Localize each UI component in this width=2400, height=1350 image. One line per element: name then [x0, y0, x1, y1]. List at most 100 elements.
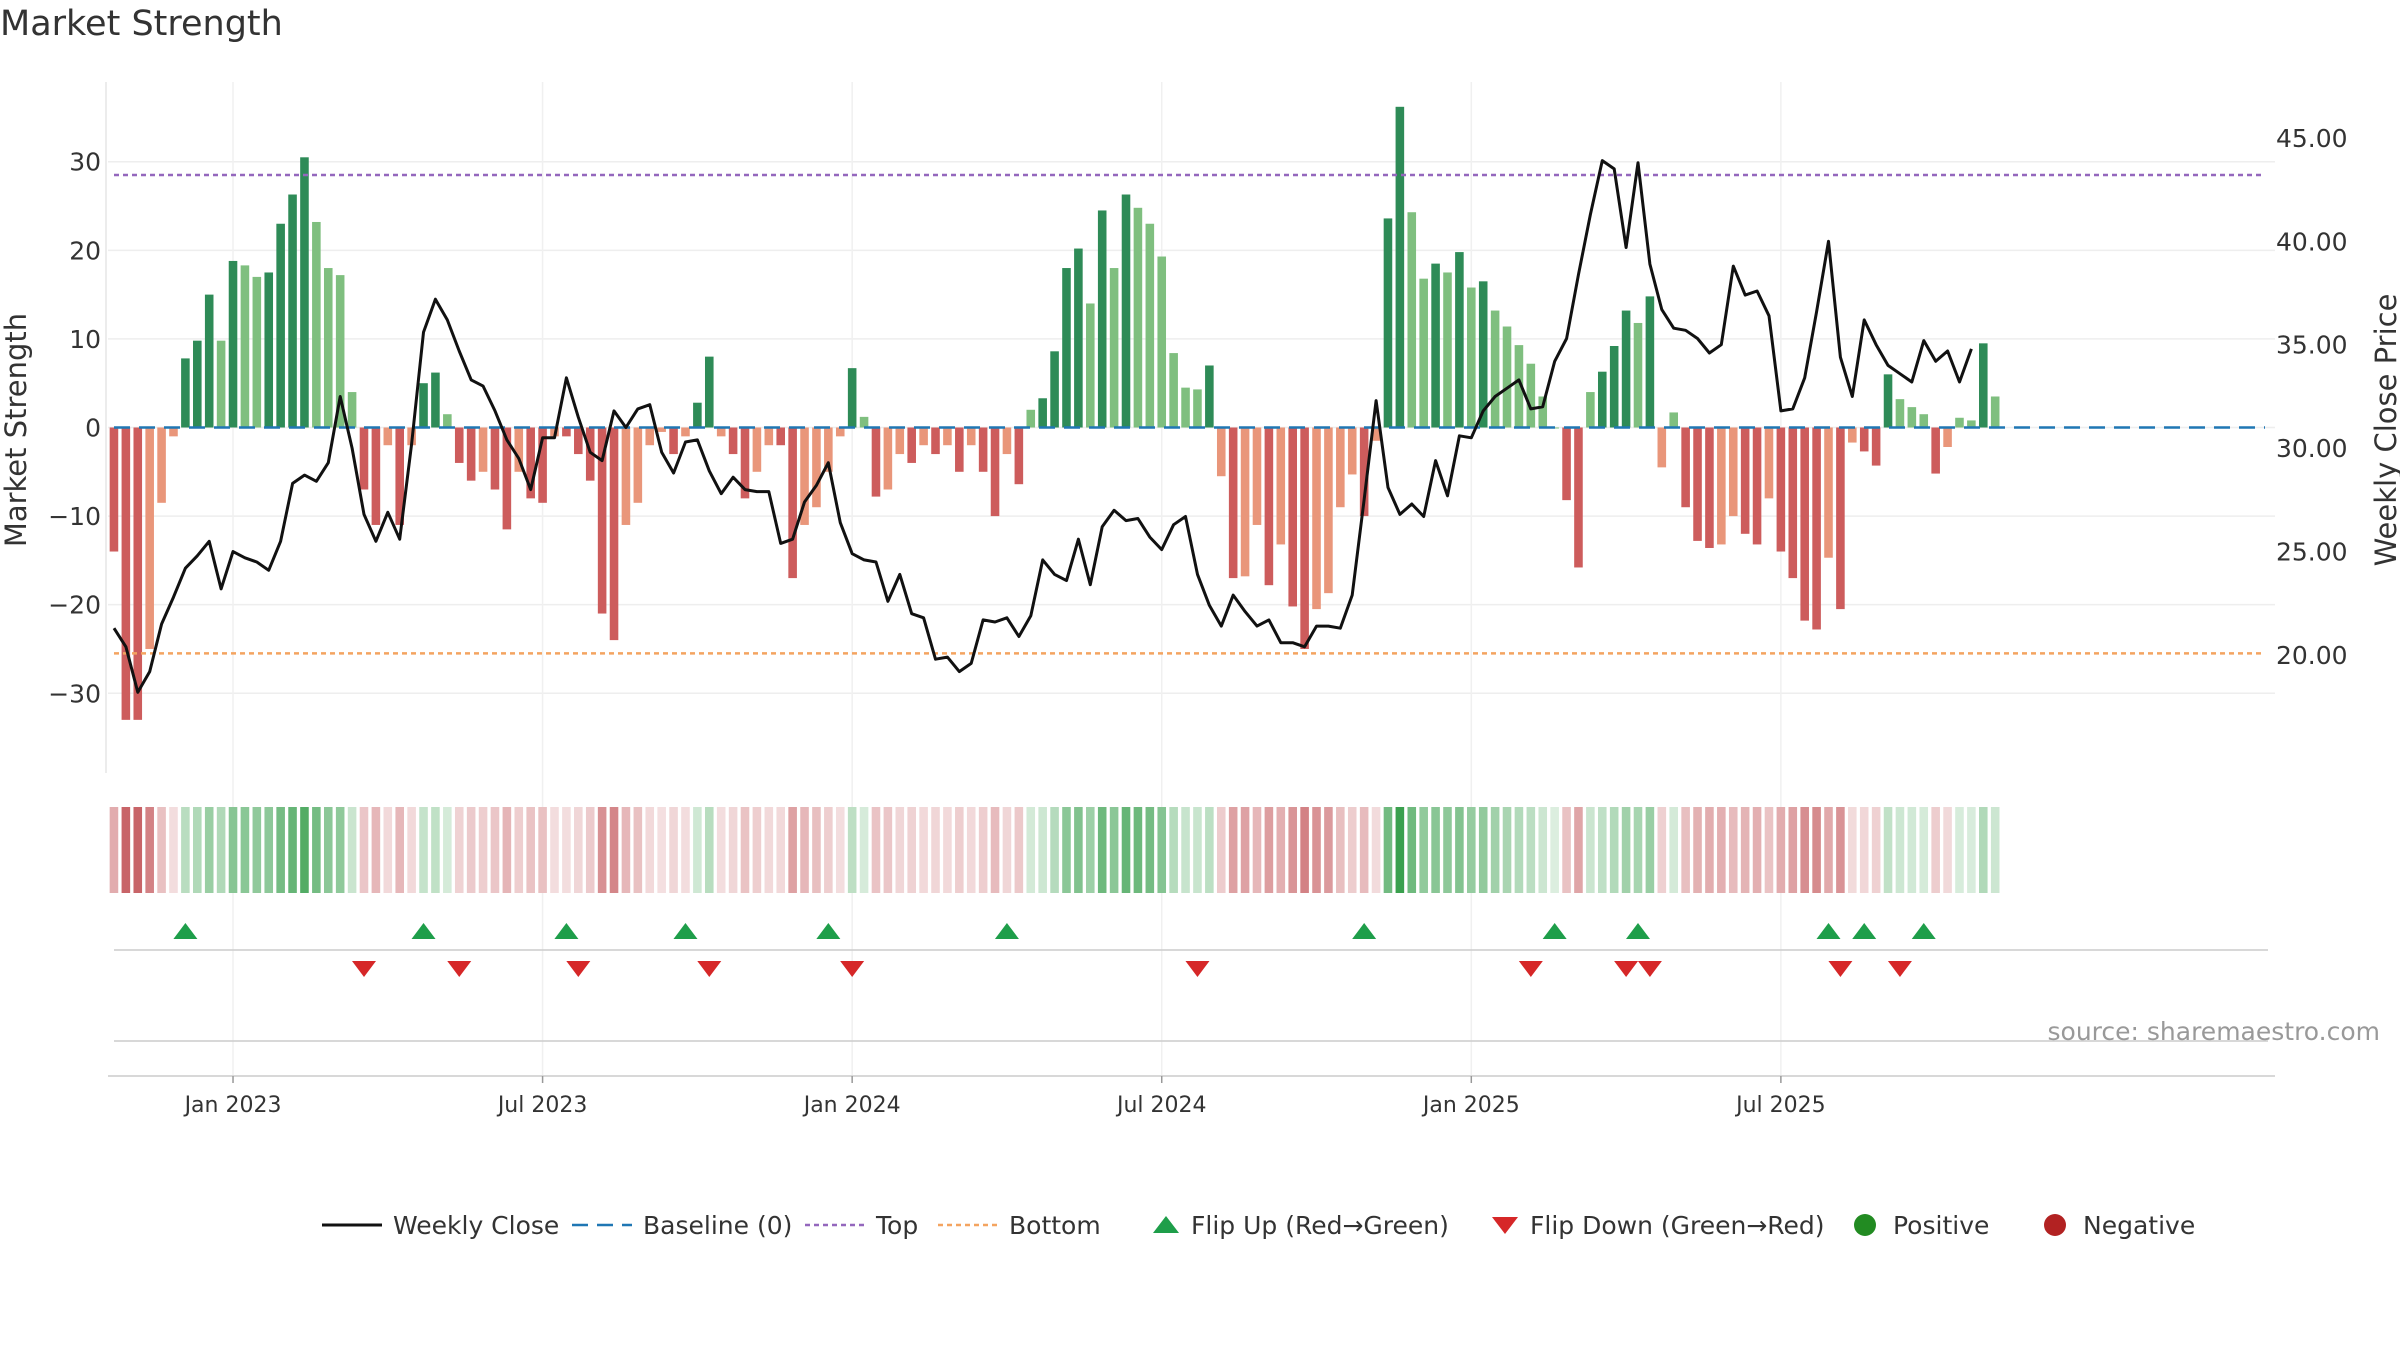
strength-bar: [1419, 278, 1428, 428]
heat-cell: [1276, 807, 1286, 893]
strength-bar: [693, 402, 702, 428]
strength-bar: [538, 427, 547, 503]
strength-bar: [1740, 427, 1750, 534]
heat-cell: [383, 807, 393, 893]
heat-cell: [1205, 807, 1214, 893]
heat-cell: [121, 807, 131, 893]
strength-bar: [514, 427, 524, 472]
strength-bar: [764, 427, 774, 446]
legend-item-baseline: Baseline (0): [572, 1211, 792, 1240]
flip-up-marker: [1352, 923, 1377, 939]
strength-bar: [359, 427, 369, 490]
strength-tick-label: −10: [48, 502, 101, 531]
strength-bar: [1907, 407, 1917, 428]
strength-tick-label: 20: [69, 236, 101, 265]
heat-cell: [1669, 807, 1679, 893]
flip-down-marker: [1637, 961, 1662, 977]
strength-bar: [1669, 412, 1679, 428]
strength-bar: [1467, 287, 1476, 428]
flip-up-marker: [816, 923, 841, 939]
flip-up-marker: [1852, 923, 1877, 939]
strength-bar: [1443, 272, 1452, 428]
strength-bar: [1300, 427, 1309, 649]
strength-bar: [621, 427, 631, 525]
main-grid: [108, 82, 2275, 1075]
heat-cell: [1728, 807, 1738, 893]
heat-cell: [1193, 807, 1202, 893]
strength-bar: [383, 427, 393, 446]
flip-down-marker: [351, 961, 376, 977]
heat-cell: [990, 807, 1000, 893]
strength-bar: [133, 427, 143, 720]
heat-cell: [466, 807, 476, 893]
flip-down-marker: [1887, 961, 1912, 977]
strength-bar: [847, 368, 857, 428]
strength-bar: [1014, 427, 1024, 485]
strength-bar: [1181, 387, 1190, 428]
strength-bar: [1252, 427, 1262, 525]
heat-cell: [157, 807, 166, 893]
price-axis-label: Weekly Close Price: [2369, 294, 2400, 567]
heat-cell: [109, 807, 119, 893]
heat-cell: [1990, 807, 2000, 893]
heat-cell: [835, 807, 845, 893]
heat-cell: [1478, 807, 1488, 893]
legend-label: Weekly Close: [393, 1211, 559, 1240]
strength-bar: [1717, 427, 1726, 545]
x-tick-label: Jan 2024: [802, 1093, 901, 1118]
heat-cell: [526, 807, 535, 893]
heat-cell: [966, 807, 976, 893]
legend-item-bottom: Bottom: [938, 1211, 1101, 1240]
strength-bar: [1133, 207, 1143, 428]
flip-down-marker: [1828, 961, 1853, 977]
strength-bar: [669, 427, 678, 455]
strength-bar: [1824, 427, 1833, 558]
strength-bar: [395, 427, 404, 525]
strength-bar: [1074, 248, 1083, 428]
heat-cell: [1752, 807, 1762, 893]
strength-bar: [1693, 427, 1702, 541]
strength-bar: [1062, 268, 1071, 428]
heat-cell: [419, 807, 428, 893]
heat-cell: [1121, 807, 1131, 893]
heat-cell: [443, 807, 452, 893]
heat-cell: [1502, 807, 1512, 893]
heat-cell: [252, 807, 262, 893]
heat-cell: [1002, 807, 1012, 893]
heat-cell: [1455, 807, 1464, 893]
heat-cell: [204, 807, 214, 893]
weekly-close-line: [112, 159, 1973, 694]
strength-bar: [145, 427, 154, 649]
strength-bar: [1895, 399, 1905, 428]
heat-cell: [669, 807, 678, 893]
heat-cell: [919, 807, 928, 893]
heat-cell: [1371, 807, 1381, 893]
heat-cell: [609, 807, 619, 893]
strength-bar: [1586, 392, 1595, 428]
heat-cell: [502, 807, 512, 893]
strength-bar: [1169, 353, 1178, 428]
legend-label: Negative: [2083, 1211, 2195, 1240]
heat-cell: [1216, 807, 1226, 893]
strength-bar: [335, 275, 345, 428]
strength-bar: [1919, 414, 1929, 428]
heat-cell: [1264, 807, 1274, 893]
heat-cell: [740, 807, 750, 893]
heat-cell: [859, 807, 869, 893]
strength-bar: [1609, 345, 1619, 428]
strength-bar: [704, 356, 714, 428]
strength-bar: [859, 416, 869, 428]
heat-cell: [1467, 807, 1476, 893]
heat-cell: [1693, 807, 1702, 893]
strength-bar: [1324, 427, 1333, 594]
heat-cell: [1324, 807, 1333, 893]
heat-cell: [943, 807, 952, 893]
flip-down-marker: [1614, 961, 1639, 977]
strength-bar: [1752, 427, 1762, 545]
x-tick-label: Jul 2023: [496, 1093, 588, 1118]
x-tick-label: Jan 2023: [183, 1093, 282, 1118]
heat-cell: [621, 807, 631, 893]
heat-cell: [1133, 807, 1143, 893]
heat-cell: [1347, 807, 1357, 893]
strength-bar: [276, 223, 285, 428]
